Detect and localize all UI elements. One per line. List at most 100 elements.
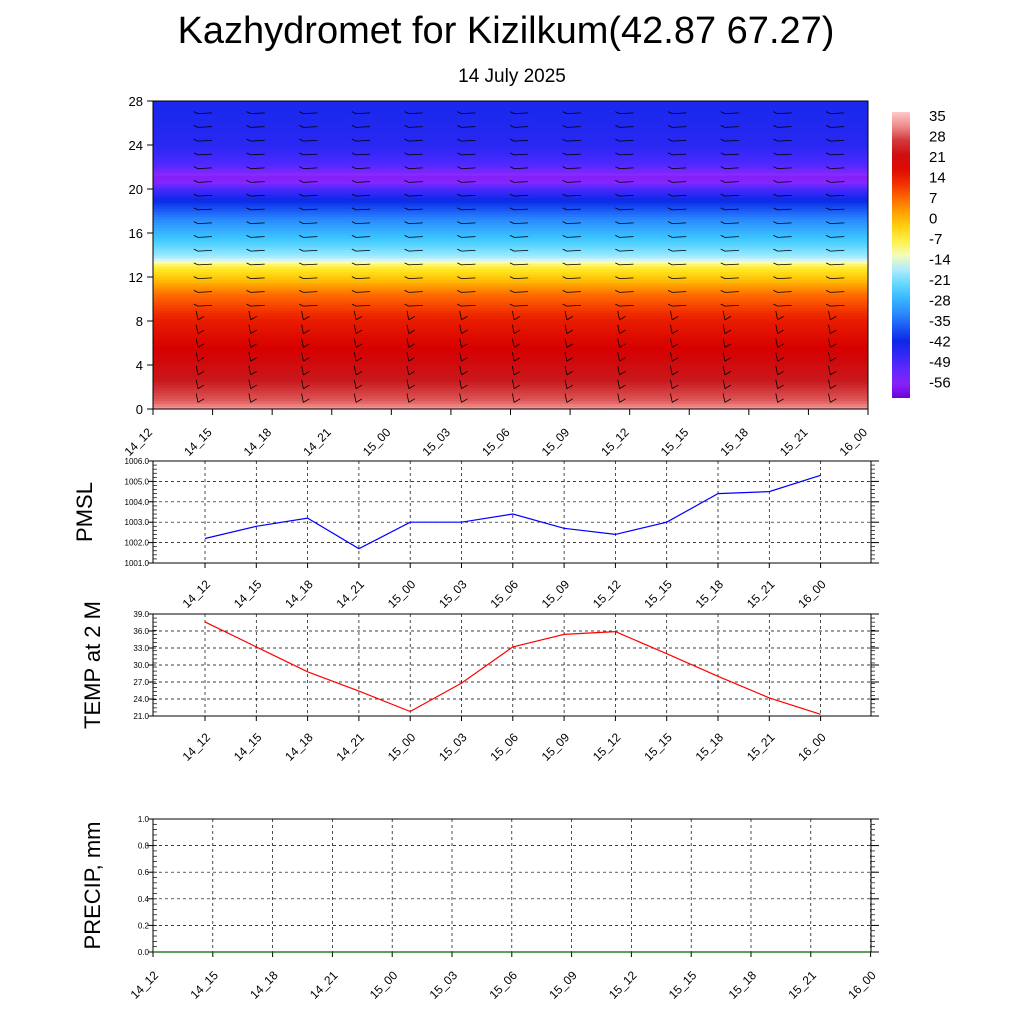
heatmap-band [153,205,868,209]
wind-barb [615,152,634,156]
wind-barb [722,365,732,376]
heatmap-band [153,395,868,399]
wind-barb [511,352,521,362]
wind-barb [615,166,634,170]
heatmap-band [153,227,868,231]
precip-xtick-label: 16_00 [845,968,879,1002]
wind-barb [825,248,845,252]
wind-barb [615,193,634,197]
wind-barb [667,248,687,252]
wind-barb [773,290,792,293]
heatmap-band [153,153,868,157]
heatmap-band [153,112,868,116]
heatmap-band [153,392,868,396]
pmsl-xtick-label: 15_15 [641,577,675,611]
wind-barb [195,310,205,321]
wind-barb [457,248,476,252]
wind-barb [722,352,732,362]
heatmap-band [153,323,868,328]
wind-barb [246,138,265,142]
wind-barb [351,207,371,211]
wind-barb [301,352,310,362]
heatmap-band [153,233,868,237]
precip-xtick-label: 15_03 [427,968,461,1002]
temp-ytick-label: 33.0 [133,644,149,653]
wind-barb [509,180,529,183]
heatmap-band [153,123,868,127]
wind-barb [193,152,213,156]
heatmap-band [153,164,868,168]
wind-barb [667,125,687,128]
heatmap-band [153,378,868,383]
wind-barb [617,338,626,348]
wind-barb [722,324,732,334]
wind-barb [301,379,310,389]
wind-barb [406,310,415,321]
pmsl-ytick-label: 1003.0 [125,518,150,527]
wind-barb [720,111,739,115]
heatmap-band [153,158,868,163]
heatmap-band [153,329,868,333]
heatmap-band [153,282,868,286]
wind-barb [299,180,318,183]
heatmap-band [153,125,868,130]
chart-subtitle: 14 July 2025 [458,66,566,87]
wind-barb [828,352,837,362]
heatmap-band [153,230,868,234]
wind-barb [722,338,732,348]
pmsl-xtick-label: 15_06 [487,577,521,611]
pmsl-ytick-label: 1005.0 [125,477,150,486]
wind-barb [773,221,792,225]
wind-barb [248,365,257,376]
wind-barb [406,352,415,362]
wind-barb [562,111,581,115]
wind-barb [509,125,529,128]
wind-barb [457,235,476,238]
heatmap-band [153,128,868,132]
wind-barb [457,303,476,307]
temp-xtick-label: 14_15 [231,730,265,764]
heatmap-band [153,191,868,196]
wind-barb [351,235,371,238]
wind-barb [562,221,581,225]
wind-barb [828,338,837,348]
wind-barb [509,248,529,252]
precip-xtick-label: 14_18 [247,968,281,1002]
wind-barb [246,276,265,280]
wind-barb [195,393,205,403]
temp-ytick-label: 39.0 [133,610,149,619]
wind-barb [193,193,213,197]
wind-barb [509,207,529,211]
heatmap-band [153,334,868,339]
heatmap-band [153,145,868,149]
wind-barb [775,338,784,348]
heatmap-band [153,285,868,289]
wind-barb [722,393,732,403]
heatmap-band [153,356,868,361]
wind-barb [246,193,265,197]
heatmap-band [153,326,868,330]
wind-barb [193,111,213,115]
pmsl-frame [152,460,872,564]
wind-barb [457,138,476,142]
heatmap-band [153,216,868,220]
heatmap-band [153,301,868,306]
heatmap-band [153,310,868,314]
wind-barb [562,262,581,266]
wind-barb [351,276,371,280]
heatmap-band [153,290,868,295]
heatmap-band [153,219,868,223]
colorbar-label: -7 [929,231,942,248]
heatmap-band [153,211,868,215]
wind-barb [459,324,468,334]
wind-barb [193,125,213,128]
wind-barb [825,276,845,280]
wind-barb [351,290,371,293]
heatmap-band [153,376,868,380]
heatmap-xtick-label: 15_00 [360,425,394,459]
heatmap-band [153,136,868,141]
wind-barb [404,193,423,197]
wind-barb [351,248,371,252]
wind-barb [404,221,423,225]
wind-barb [193,221,213,225]
